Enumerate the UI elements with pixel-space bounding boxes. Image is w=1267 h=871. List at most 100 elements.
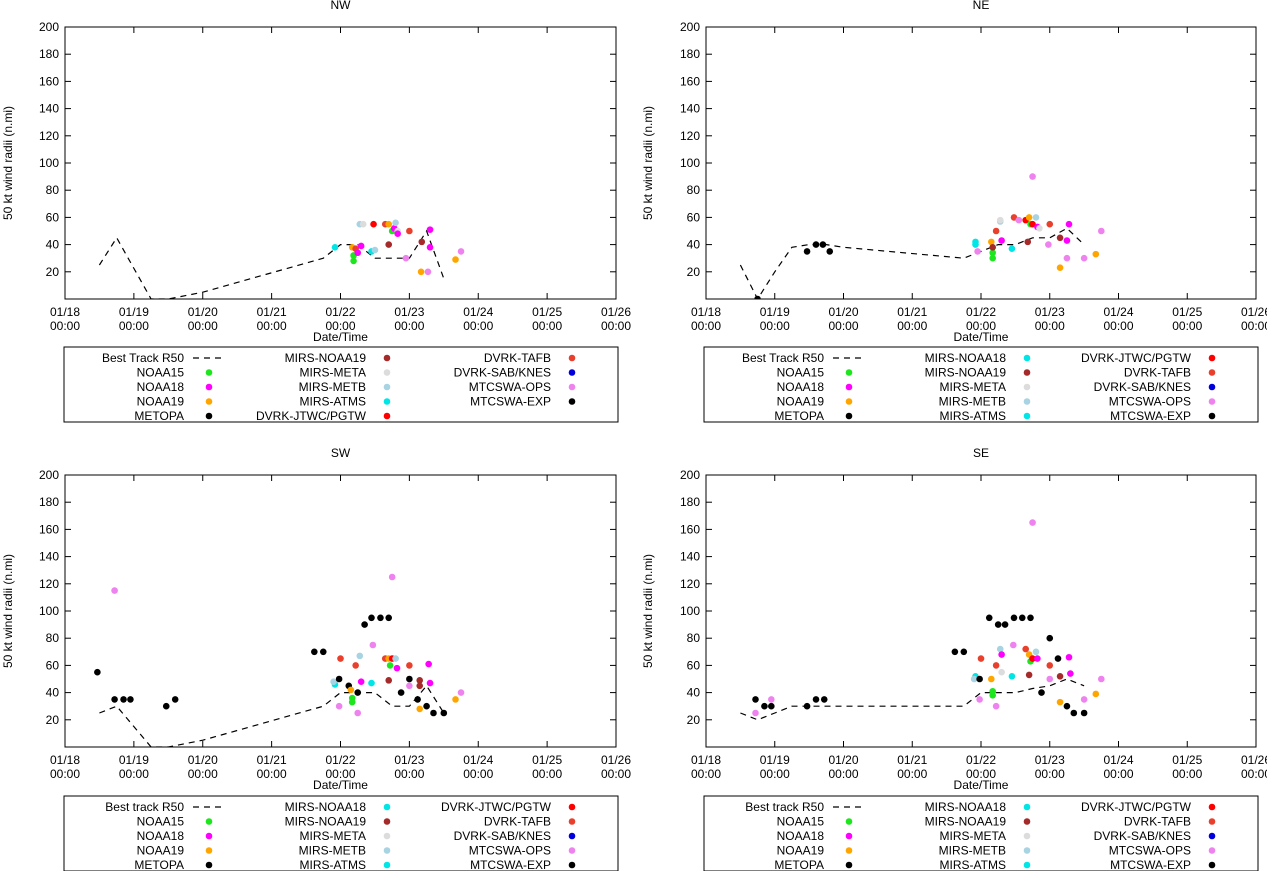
legend-dot-symbol [205,861,213,869]
legend-label: MIRS-NOAA18 [925,800,1007,814]
point-mirs-metb [330,678,337,686]
legend-label: NOAA19 [137,395,185,409]
x-tick-date: 01/20 [828,753,858,767]
x-axis-label: Date/Time [954,778,1009,792]
legend-label: Best Track R50 [102,351,184,365]
legend-label: MTCSWA-OPS [1109,844,1191,858]
point-metopa [1070,709,1078,717]
legend-box [703,346,1259,423]
legend-label: MTCSWA-OPS [1109,395,1191,409]
legend-dot-symbol [1023,354,1031,362]
x-tick-time: 00:00 [897,319,927,333]
best-track-line [99,684,445,747]
x-tick-date: 01/21 [257,753,287,767]
point-metopa [377,614,384,622]
y-tick-label: 180 [680,495,700,509]
point-metopa [127,696,134,703]
point-noaa19 [417,268,425,276]
x-tick-date: 01/25 [1172,305,1202,319]
point-metopa [985,614,993,622]
x-tick-date: 01/23 [1035,753,1065,767]
point-mirs-noaa18 [972,238,979,246]
legend-dot-symbol [568,383,576,391]
legend-label: DVRK-JTWC/PGTW [441,800,552,814]
point-dvrk-tafb [337,655,344,662]
legend-dot-symbol [383,832,391,840]
point-mtcswa-ops [1010,641,1017,649]
point-metopa [120,696,127,703]
legend-label: MIRS-NOAA19 [285,351,367,365]
legend-dot-symbol [1208,803,1216,811]
legend-dot-symbol [205,832,213,840]
y-tick-label: 100 [39,156,59,170]
x-tick-date: 01/24 [463,753,493,767]
x-tick-date: 01/20 [188,753,218,767]
y-tick-label: 120 [680,129,700,143]
point-dvrk-jtwc-pgtw [370,220,377,228]
x-tick-date: 01/25 [532,305,562,319]
legend-label: METOPA [774,409,824,423]
legend-label: MIRS-METB [939,395,1006,409]
point-noaa18 [1063,237,1071,244]
point-metopa [423,702,430,710]
legend-dot-symbol [1023,398,1031,405]
x-tick-time: 00:00 [119,319,149,333]
point-mirs-metb [1032,214,1040,221]
x-axis-label: Date/Time [954,330,1009,344]
point-noaa18 [357,678,365,686]
point-mtcswa-ops [992,702,1000,710]
legend-dot-symbol [1023,818,1031,825]
legend-label: DVRK-TAFB [484,351,551,365]
point-mirs-noaa19 [1024,238,1032,246]
x-tick-date: 01/24 [1103,305,1133,319]
x-tick-time: 00:00 [532,319,562,333]
point-mirs-noaa19 [1056,234,1064,242]
point-mtcswa-ops [1046,675,1054,683]
legend-dot-symbol [1208,818,1216,825]
legend-dot-symbol [845,818,853,825]
legend-dot-symbol [1208,847,1216,854]
point-metopa [94,668,101,676]
y-tick-label: 160 [39,74,59,88]
legend-dot-symbol [383,847,391,854]
point-metopa [1054,655,1062,662]
point-noaa19 [385,220,393,228]
y-axis-label: 50 kt wind radii (n.mi) [641,554,655,668]
x-tick-time: 00:00 [966,319,996,333]
legend-label: MTCSWA-OPS [469,380,551,394]
x-tick-time: 00:00 [1035,767,1065,781]
legend-label: NOAA15 [777,815,825,829]
legend-label: NOAA15 [137,366,185,380]
x-tick-date: 01/18 [50,305,80,319]
legend-dot-symbol [1023,861,1031,869]
point-noaa18 [998,237,1005,244]
point-mirs-noaa19 [416,677,424,684]
y-tick-label: 120 [39,129,59,143]
x-tick-date: 01/22 [966,305,996,319]
point-metopa [803,248,811,255]
x-tick-time: 00:00 [897,767,927,781]
legend-label: MIRS-ATMS [940,858,1006,871]
legend-dot-symbol [205,398,213,405]
point-metopa [361,621,368,628]
point-mtcswa-ops [388,573,396,581]
legend-label: NOAA18 [777,829,825,843]
point-noaa19 [1025,214,1033,221]
x-tick-date: 01/21 [257,305,287,319]
point-mirs-noaa19 [385,677,393,684]
point-noaa18 [1067,670,1074,677]
point-mirs-atms [1008,672,1016,680]
x-tick-time: 00:00 [188,319,218,333]
legend-label: DVRK-TAFB [1124,366,1191,380]
x-tick-time: 00:00 [394,319,424,333]
x-tick-date: 01/23 [1035,305,1065,319]
point-mtcswa-ops [1045,241,1052,248]
x-tick-time: 00:00 [50,767,80,781]
point-mirs-meta [359,220,367,228]
legend-label: NOAA18 [137,380,185,394]
point-mtcswa-ops [369,641,377,649]
legend-label: MTCSWA-EXP [470,395,551,409]
legend-label: MIRS-ATMS [300,395,366,409]
